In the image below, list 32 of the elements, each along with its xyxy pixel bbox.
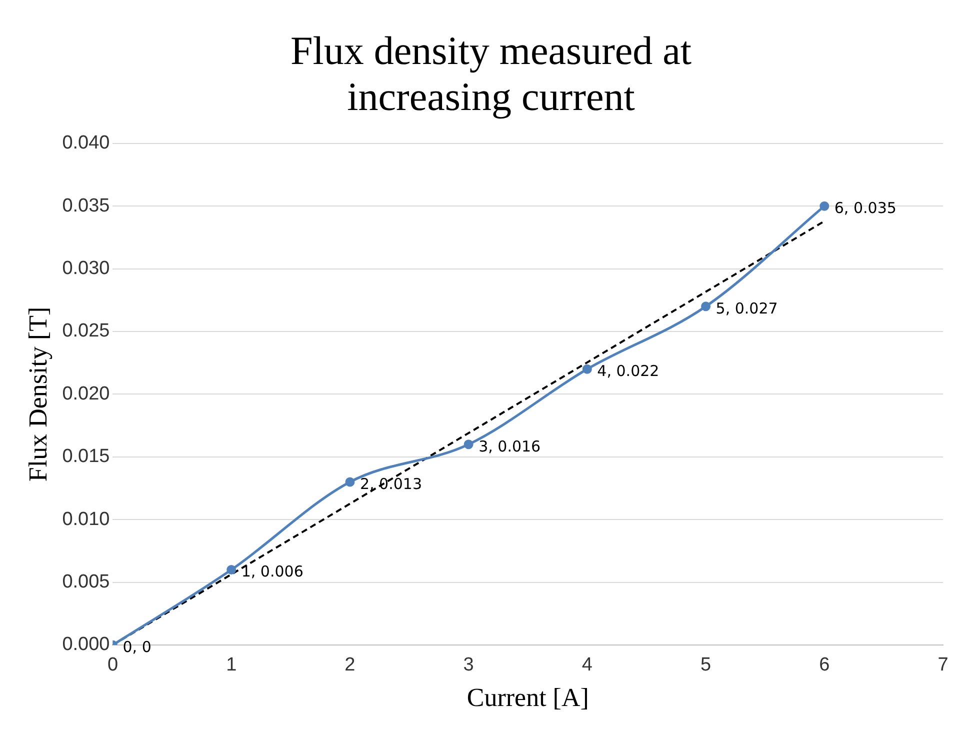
data-label: 4, 0.022 <box>597 362 660 380</box>
x-tick-label: 6 <box>819 654 830 676</box>
y-tick-label: 0.030 <box>62 258 110 280</box>
data-label: 3, 0.016 <box>478 437 541 456</box>
x-axis-title: Current [A] <box>466 683 589 712</box>
point <box>582 364 592 374</box>
x-tick-label: 3 <box>463 654 474 676</box>
y-tick-label: 0.020 <box>62 383 110 404</box>
data-label: 6, 0.035 <box>834 198 896 217</box>
y-tick-label: 0.000 <box>62 634 110 656</box>
x-tick-label: 4 <box>582 654 593 676</box>
x-tick-label: 0 <box>107 654 118 676</box>
x-tick-label: 5 <box>700 654 712 676</box>
point <box>701 302 711 312</box>
data-label: 2, 0.013 <box>360 474 422 493</box>
data-label: 0, 0 <box>122 638 152 656</box>
y-tick-label: 0.035 <box>62 195 110 216</box>
point <box>464 440 474 450</box>
y-tick-label: 0.005 <box>62 572 110 593</box>
point <box>820 201 830 211</box>
x-tick-label: 7 <box>938 654 948 676</box>
chart-title: Flux density measured at increasing current <box>289 28 693 120</box>
point <box>345 477 355 487</box>
y-axis-title: Flux Density [T] <box>23 306 52 482</box>
y-tick-label: 0.025 <box>62 320 110 342</box>
y-tick-label: 0.040 <box>62 132 110 154</box>
x-tick-label: 2 <box>344 654 356 676</box>
y-tick-label: 0.010 <box>62 508 110 530</box>
point <box>226 565 236 575</box>
data-label: 5, 0.027 <box>716 299 778 318</box>
y-tick-label: 0.015 <box>62 446 110 468</box>
x-tick-label: 1 <box>226 654 237 676</box>
